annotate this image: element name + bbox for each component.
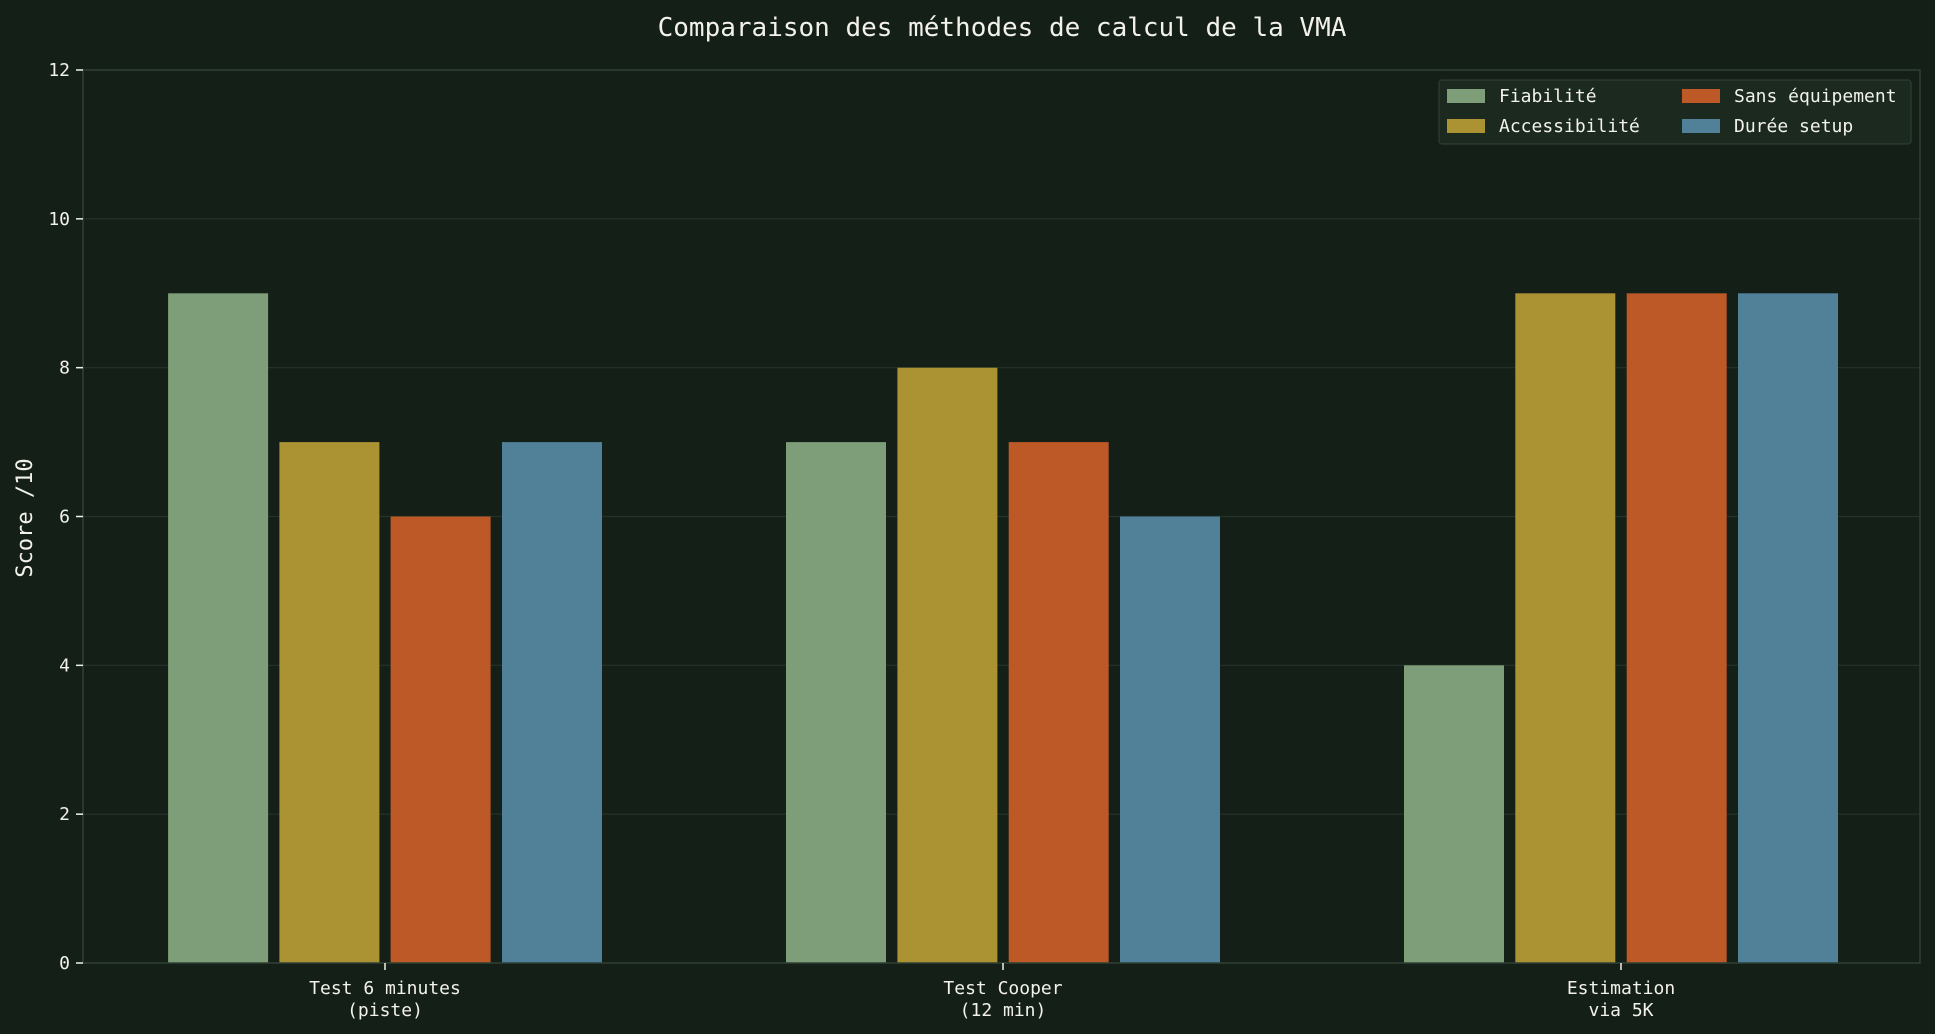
bar-Fiabilité-1: [786, 442, 886, 964]
bar-Durée setup-1: [1120, 516, 1220, 963]
x-tick-label: (piste): [347, 1000, 423, 1021]
bar-Fiabilité-0: [168, 293, 269, 964]
legend-swatch: [1447, 119, 1485, 133]
legend-swatch: [1682, 119, 1720, 133]
y-tick-label: 8: [59, 358, 70, 379]
legend-label: Sans équipement: [1734, 86, 1897, 107]
y-axis-label: Score /10: [13, 458, 38, 577]
bar-Sans équipement-0: [390, 516, 491, 963]
bar-Durée setup-0: [502, 442, 602, 964]
bar-Fiabilité-2: [1404, 665, 1504, 963]
legend-label: Accessibilité: [1499, 116, 1640, 137]
y-tick-label: 12: [48, 60, 70, 81]
bar-Sans équipement-1: [1008, 442, 1109, 964]
chart-title: Comparaison des méthodes de calcul de la…: [658, 13, 1347, 43]
bar-Accessibilité-1: [897, 367, 998, 963]
y-tick-label: 0: [59, 953, 70, 974]
x-tick-label: Test Cooper: [943, 978, 1062, 999]
bar-Durée setup-2: [1738, 293, 1838, 964]
y-tick-label: 4: [59, 655, 70, 676]
y-tick-label: 6: [59, 507, 70, 528]
bar-Accessibilité-0: [279, 442, 380, 964]
legend: Fiabilité Accessibilité Sans équipement Dur…: [1438, 79, 1912, 145]
x-tick-label: (12 min): [960, 1000, 1047, 1021]
bar-Sans équipement-2: [1626, 293, 1727, 964]
legend-label: Fiabilité: [1499, 86, 1597, 107]
y-tick-label: 10: [48, 209, 70, 230]
bars: [168, 293, 1838, 964]
x-tick-label: Test 6 minutes: [309, 978, 461, 999]
legend-box: [1438, 79, 1912, 145]
bar-Accessibilité-2: [1515, 293, 1616, 964]
x-tick-label: via 5K: [1588, 1000, 1653, 1021]
legend-swatch: [1447, 89, 1485, 103]
legend-label: Durée setup: [1734, 116, 1853, 137]
y-tick-label: 2: [59, 804, 70, 825]
axes: 0 2 4 6 8 10 12 Test 6 minutes(piste) Test Coope…: [48, 60, 1921, 1021]
x-tick-label: Estimation: [1567, 978, 1675, 999]
legend-swatch: [1682, 89, 1720, 103]
